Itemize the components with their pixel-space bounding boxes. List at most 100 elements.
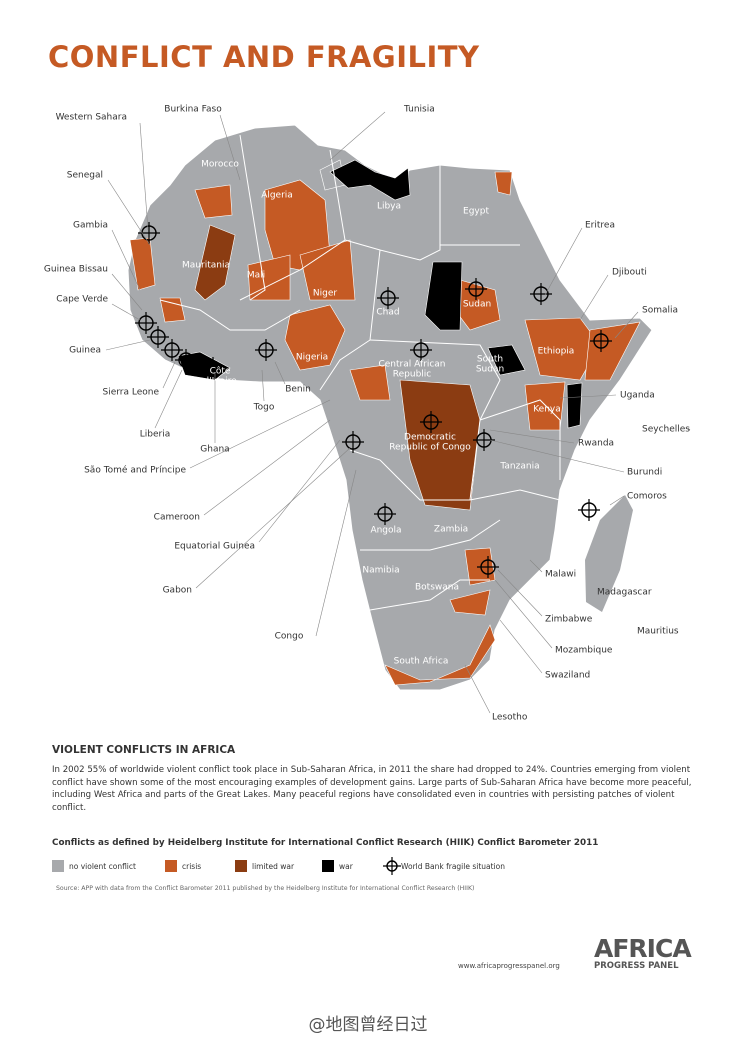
country-label: Western Sahara [56, 113, 127, 123]
border [159, 299, 301, 331]
leader-line [494, 579, 553, 649]
border [319, 249, 381, 391]
madagascar [585, 495, 633, 612]
leader-line [139, 122, 149, 231]
logo-top: AFRICA [594, 934, 692, 963]
border [479, 399, 561, 480]
conflict-region [487, 344, 526, 376]
leader-line [499, 619, 543, 674]
country-label: Rwanda [578, 439, 614, 449]
legend-label: crisis [182, 862, 201, 871]
africa-map [127, 124, 653, 691]
leader-line [544, 227, 583, 296]
country-label: Congo [275, 632, 304, 642]
legend-label: war [339, 862, 354, 871]
border [469, 489, 561, 501]
country-inner-label: Mali [247, 271, 265, 281]
leader-line [261, 369, 265, 402]
leader-line [614, 311, 639, 339]
country-inner-label: Sudan [476, 365, 504, 375]
country-inner-label: Morocco [201, 160, 239, 170]
conflict-region [349, 364, 391, 401]
leader-line [609, 495, 625, 506]
conflict-region [129, 237, 156, 291]
country-inner-label: Libya [377, 202, 401, 212]
leader-lines [105, 111, 691, 714]
leader-line [107, 179, 151, 246]
conflict-region [299, 239, 356, 301]
fragile-marker [147, 326, 169, 348]
leader-line [464, 664, 491, 714]
leader-line [111, 273, 143, 311]
leader-line [274, 361, 286, 385]
country-inner-label: Kenya [533, 405, 561, 415]
conflict-region [584, 321, 641, 381]
border [349, 339, 501, 501]
country-label: Mozambique [555, 646, 613, 656]
country-inner-label: Algeria [261, 191, 293, 201]
conflict-region [566, 382, 583, 429]
leader-line [559, 394, 617, 399]
country-label: Somalia [642, 306, 678, 316]
country-label: Equatorial Guinea [174, 542, 255, 552]
country-label: Togo [253, 403, 275, 413]
leader-line [162, 361, 176, 389]
country-label: Cameroon [154, 513, 200, 523]
country-label: Gambia [73, 221, 108, 231]
borders [159, 134, 561, 611]
country-label: Burundi [627, 468, 662, 478]
country-inner-label: Tanzania [499, 462, 539, 472]
leader-line [195, 447, 351, 589]
leader-line [111, 229, 141, 291]
fragile-marker [590, 330, 612, 352]
legend-swatch [322, 860, 334, 872]
country-inner-label: Namibia [362, 566, 399, 576]
country-label: Malawi [545, 570, 576, 580]
leader-line [258, 439, 341, 543]
country-inner-label: Mauritania [182, 261, 230, 271]
fragile-marker [161, 339, 183, 361]
country-label: Senegal [67, 171, 103, 181]
leader-line [489, 439, 625, 473]
leader-line [687, 427, 691, 431]
fragile-marker [342, 431, 364, 453]
country-inner-label: South Africa [394, 657, 449, 667]
section-title: VIOLENT CONFLICTS IN AFRICA [52, 744, 236, 756]
conflict-region [247, 254, 291, 301]
conflict-region [424, 261, 463, 331]
country-label: Benin [285, 385, 311, 395]
logo-bottom: PROGRESS PANEL [594, 961, 679, 971]
country-inner-label: Egypt [463, 207, 489, 217]
conflict-region [449, 589, 491, 616]
country-inner-label: Democratic [404, 433, 456, 443]
leader-line [154, 369, 183, 429]
country-inner-label: Angola [370, 526, 401, 536]
legend-label: limited war [252, 862, 295, 871]
fragile-marker [374, 503, 396, 525]
border [369, 579, 490, 611]
leader-line [329, 111, 386, 161]
country-label: Swaziland [545, 671, 590, 681]
leader-line [497, 569, 543, 617]
conflict-region [329, 159, 411, 201]
legend: no violent conflict crisis limited war war W… [52, 857, 505, 875]
country-inner-label: Sudan [463, 300, 491, 310]
source: Source: APP with data from the Conflict … [56, 885, 475, 892]
conflict-region [194, 224, 236, 301]
country-label: Cape Verde [56, 295, 108, 305]
fragile-markers [135, 222, 612, 578]
country-inner-label: Nigeria [296, 353, 328, 363]
fragile-marker [255, 339, 277, 361]
fragile-marker [377, 287, 399, 309]
fragile-marker [202, 357, 224, 379]
country-label: Liberia [140, 430, 170, 440]
conflict-region [494, 171, 513, 196]
country-label: Comoros [627, 492, 667, 502]
country-inner-label: Botswana [415, 583, 459, 593]
leader-line [111, 303, 141, 321]
country-label: Seychelles [642, 425, 690, 435]
country-label: Zimbabwe [545, 615, 593, 625]
country-inner-label: Republic [393, 370, 432, 380]
fragile-marker [383, 857, 401, 875]
